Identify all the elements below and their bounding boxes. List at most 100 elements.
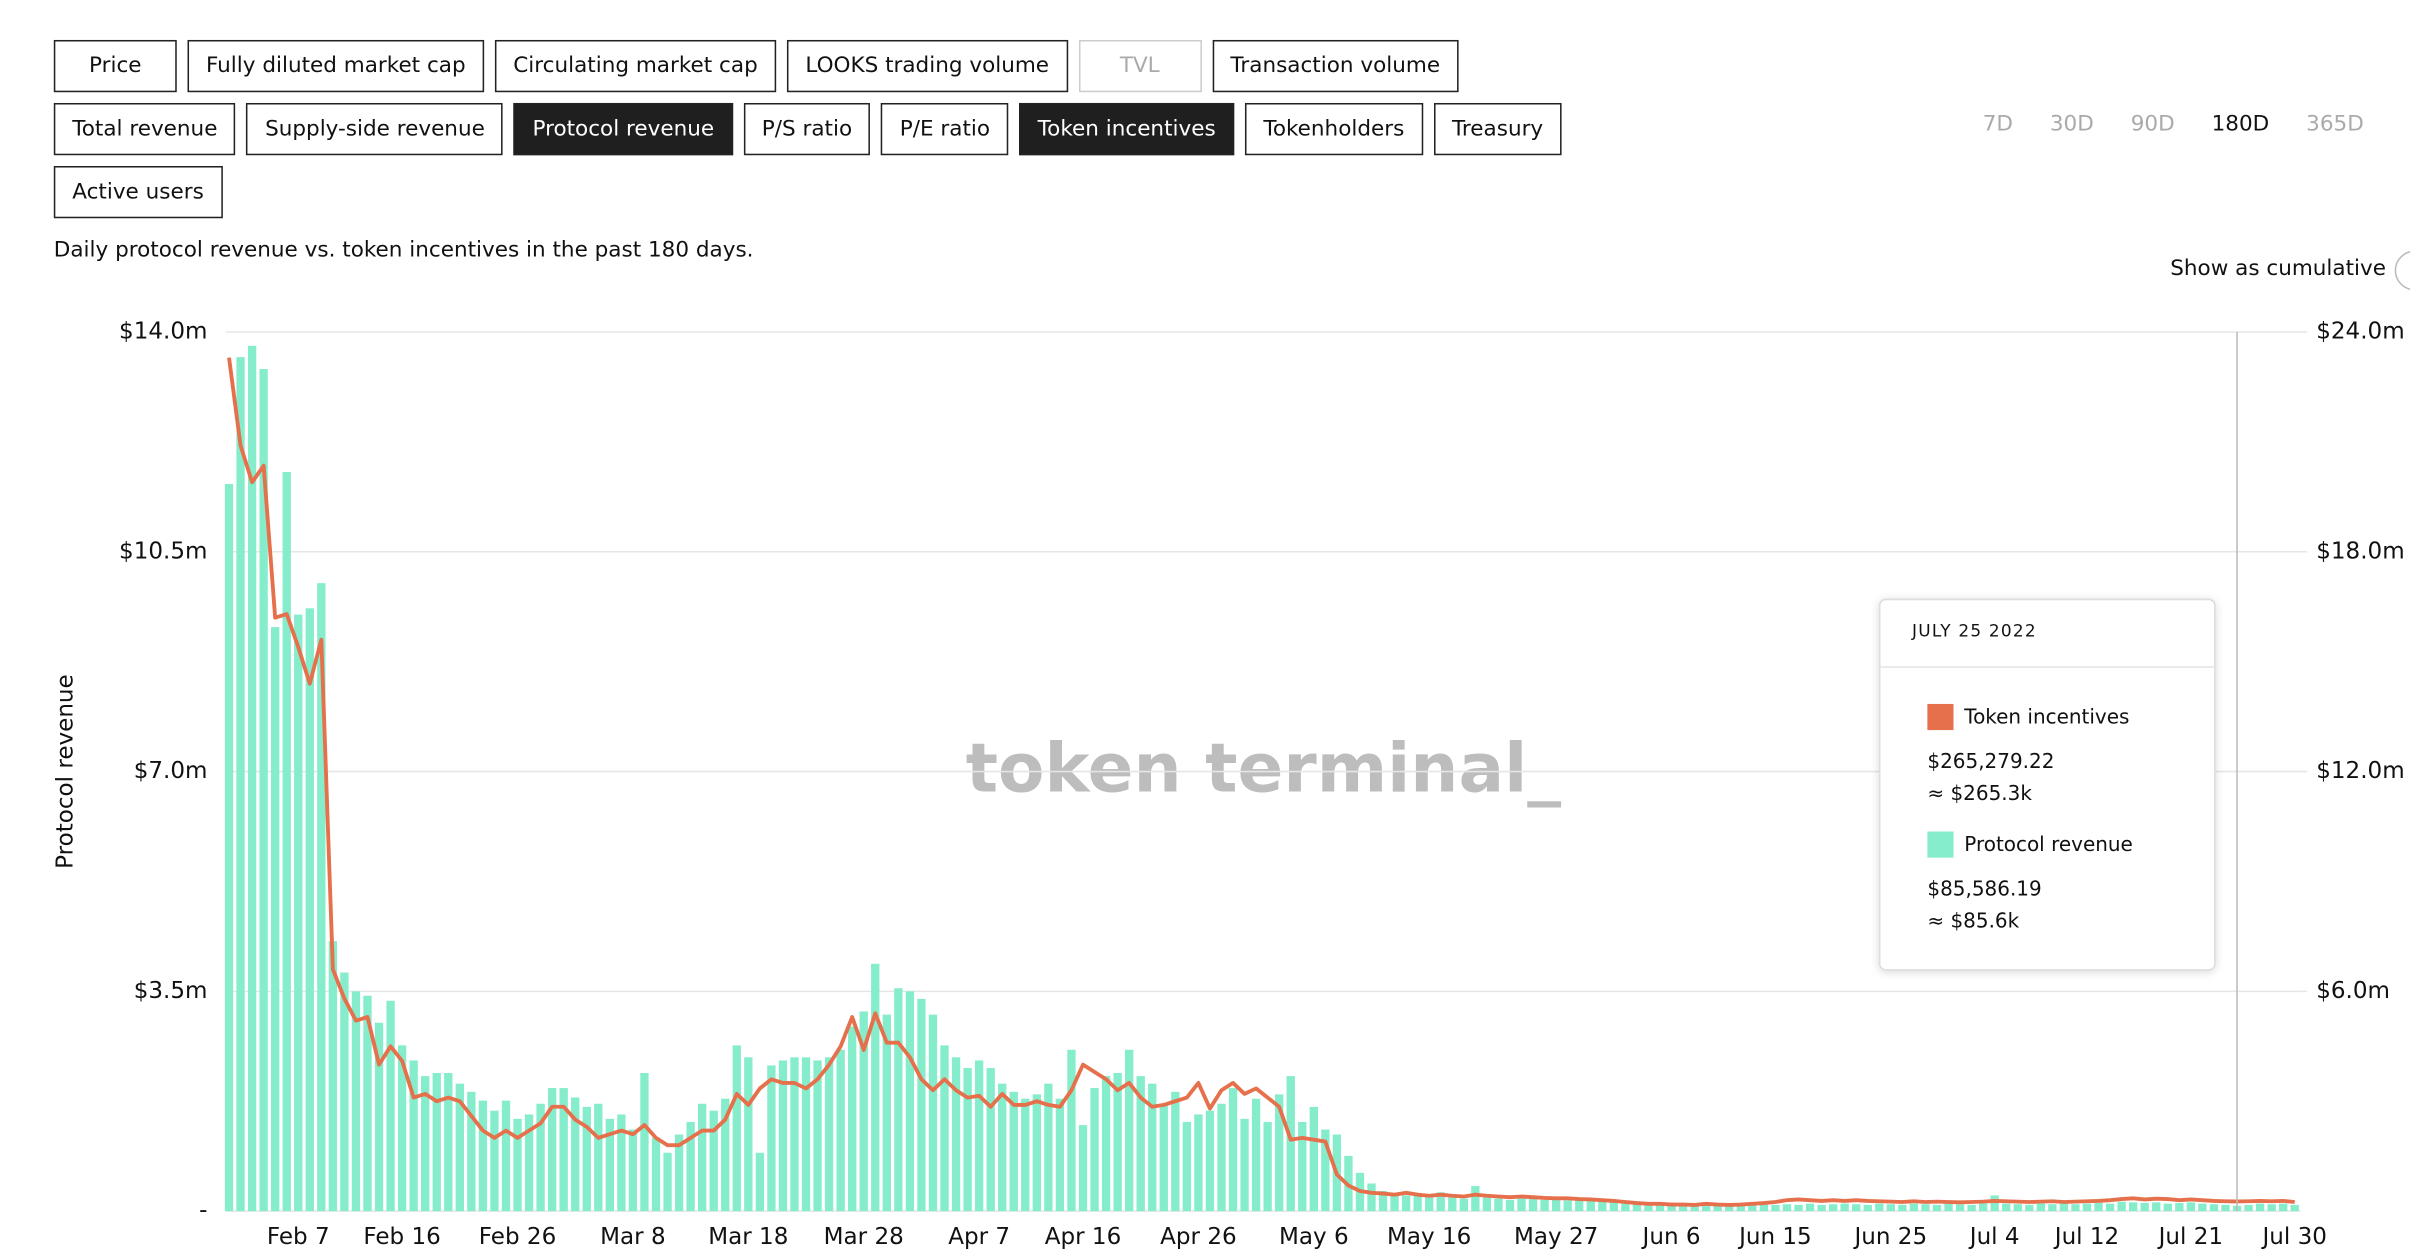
range-option[interactable]: 180D [2211,112,2270,137]
bar [1251,1098,1261,1212]
button-row: Price Fully diluted market cap Circulating… [53,39,1562,93]
bar [1482,1197,1492,1212]
metric-button[interactable]: Total revenue [53,102,236,156]
y-tick-label: $14.0m [119,318,207,344]
bar [1725,1204,1734,1212]
bar [1101,1076,1111,1212]
metric-button[interactable]: Protocol revenue [514,102,733,156]
metric-button[interactable]: Supply-side revenue [246,102,504,156]
bar [1228,1088,1238,1212]
bar [1125,1049,1134,1212]
bar [1667,1202,1676,1212]
bar [317,583,326,1212]
bar [905,991,915,1212]
bar [2071,1204,2080,1212]
bar [1551,1198,1561,1212]
bar [2152,1202,2161,1212]
metric-buttons: Price Fully diluted market cap Circulating… [53,39,1562,219]
line [227,357,2295,1207]
bar [1967,1204,1976,1212]
bar [1771,1204,1780,1212]
bar [467,1091,476,1212]
bar [674,1134,684,1212]
range-option[interactable]: 30D [2049,112,2094,137]
bar [1517,1197,1526,1212]
x-tick-label: Jul 21 [2157,1224,2223,1250]
bar [1540,1199,1549,1212]
bar [1644,1202,1653,1212]
bar [1309,1106,1318,1212]
bar [1113,1072,1122,1212]
metric-button[interactable]: Transaction volume [1211,39,1459,93]
y-tick-label: - [199,1198,207,1224]
bar [2013,1204,2022,1212]
bar [2175,1202,2184,1212]
bar [928,1014,938,1212]
bar [871,963,880,1212]
range-option[interactable]: 7D [1982,112,2013,137]
bar [1171,1091,1180,1212]
tooltip-value: $265,279.22 [1927,749,2054,773]
metric-button[interactable]: Circulating market cap [494,39,777,93]
bar [1875,1203,1884,1212]
bar [951,1057,961,1212]
bar [848,1026,857,1212]
y2-tick-label: $18.0m [2316,538,2404,564]
bar [698,1103,707,1212]
tooltip: JULY 25 2022 Token incentives $265,279.22 ≈… [1878,598,2216,971]
metric-button[interactable]: P/S ratio [743,102,871,156]
metric-button[interactable]: P/E ratio [881,102,1009,156]
bar [1505,1199,1515,1212]
tooltip-series-name: Protocol revenue [1964,832,2133,856]
bar [1032,1094,1041,1212]
bar [1978,1203,1988,1212]
bar [617,1114,626,1212]
bar [328,941,338,1212]
bar [1840,1203,1849,1212]
bar [582,1106,591,1212]
x-tick-label: Mar 28 [824,1224,904,1250]
bar [513,1118,522,1212]
bar [709,1110,718,1212]
bar [1205,1110,1215,1212]
bar [686,1121,695,1212]
bar [1055,1098,1065,1212]
bar [224,483,234,1212]
metric-button[interactable]: Active users [53,165,223,219]
x-tick-label: May 6 [1279,1224,1349,1250]
tooltip-approx: ≈ $265.3k [1927,781,2032,805]
metric-button[interactable]: Price [53,39,177,93]
bar [813,1060,822,1212]
x-tick-label: Apr 26 [1160,1224,1237,1250]
x-tick-label: May 27 [1514,1224,1598,1250]
range-option[interactable]: 365D [2306,112,2364,137]
tooltip-value: $85,586.19 [1927,876,2041,900]
metric-button[interactable]: Tokenholders [1244,102,1423,156]
bar [271,627,280,1212]
bar [640,1072,649,1212]
bar [2163,1203,2172,1212]
bar [778,1060,788,1212]
bar [1586,1199,1595,1212]
bar [1286,1076,1295,1212]
bar [1275,1094,1284,1212]
y2-tick-label: $24.0m [2316,318,2404,344]
bar [363,995,372,1212]
metric-button[interactable]: Treasury [1433,102,1562,156]
bar [1886,1204,1895,1212]
metric-button[interactable]: LOOKS trading volume [786,39,1068,93]
bar [2140,1202,2149,1212]
bar [1217,1103,1226,1212]
bar [236,357,245,1212]
bar [1909,1203,1919,1212]
bar [801,1057,811,1212]
metric-button[interactable]: Token incentives [1019,102,1235,156]
y-tick-label: $7.0m [134,758,208,784]
metric-button[interactable]: Fully diluted market cap [187,39,485,93]
bar [305,608,314,1212]
range-option[interactable]: 90D [2130,112,2175,137]
bar [1690,1204,1699,1212]
x-tick-label: Jun 25 [1852,1224,1927,1250]
bar [986,1067,995,1212]
